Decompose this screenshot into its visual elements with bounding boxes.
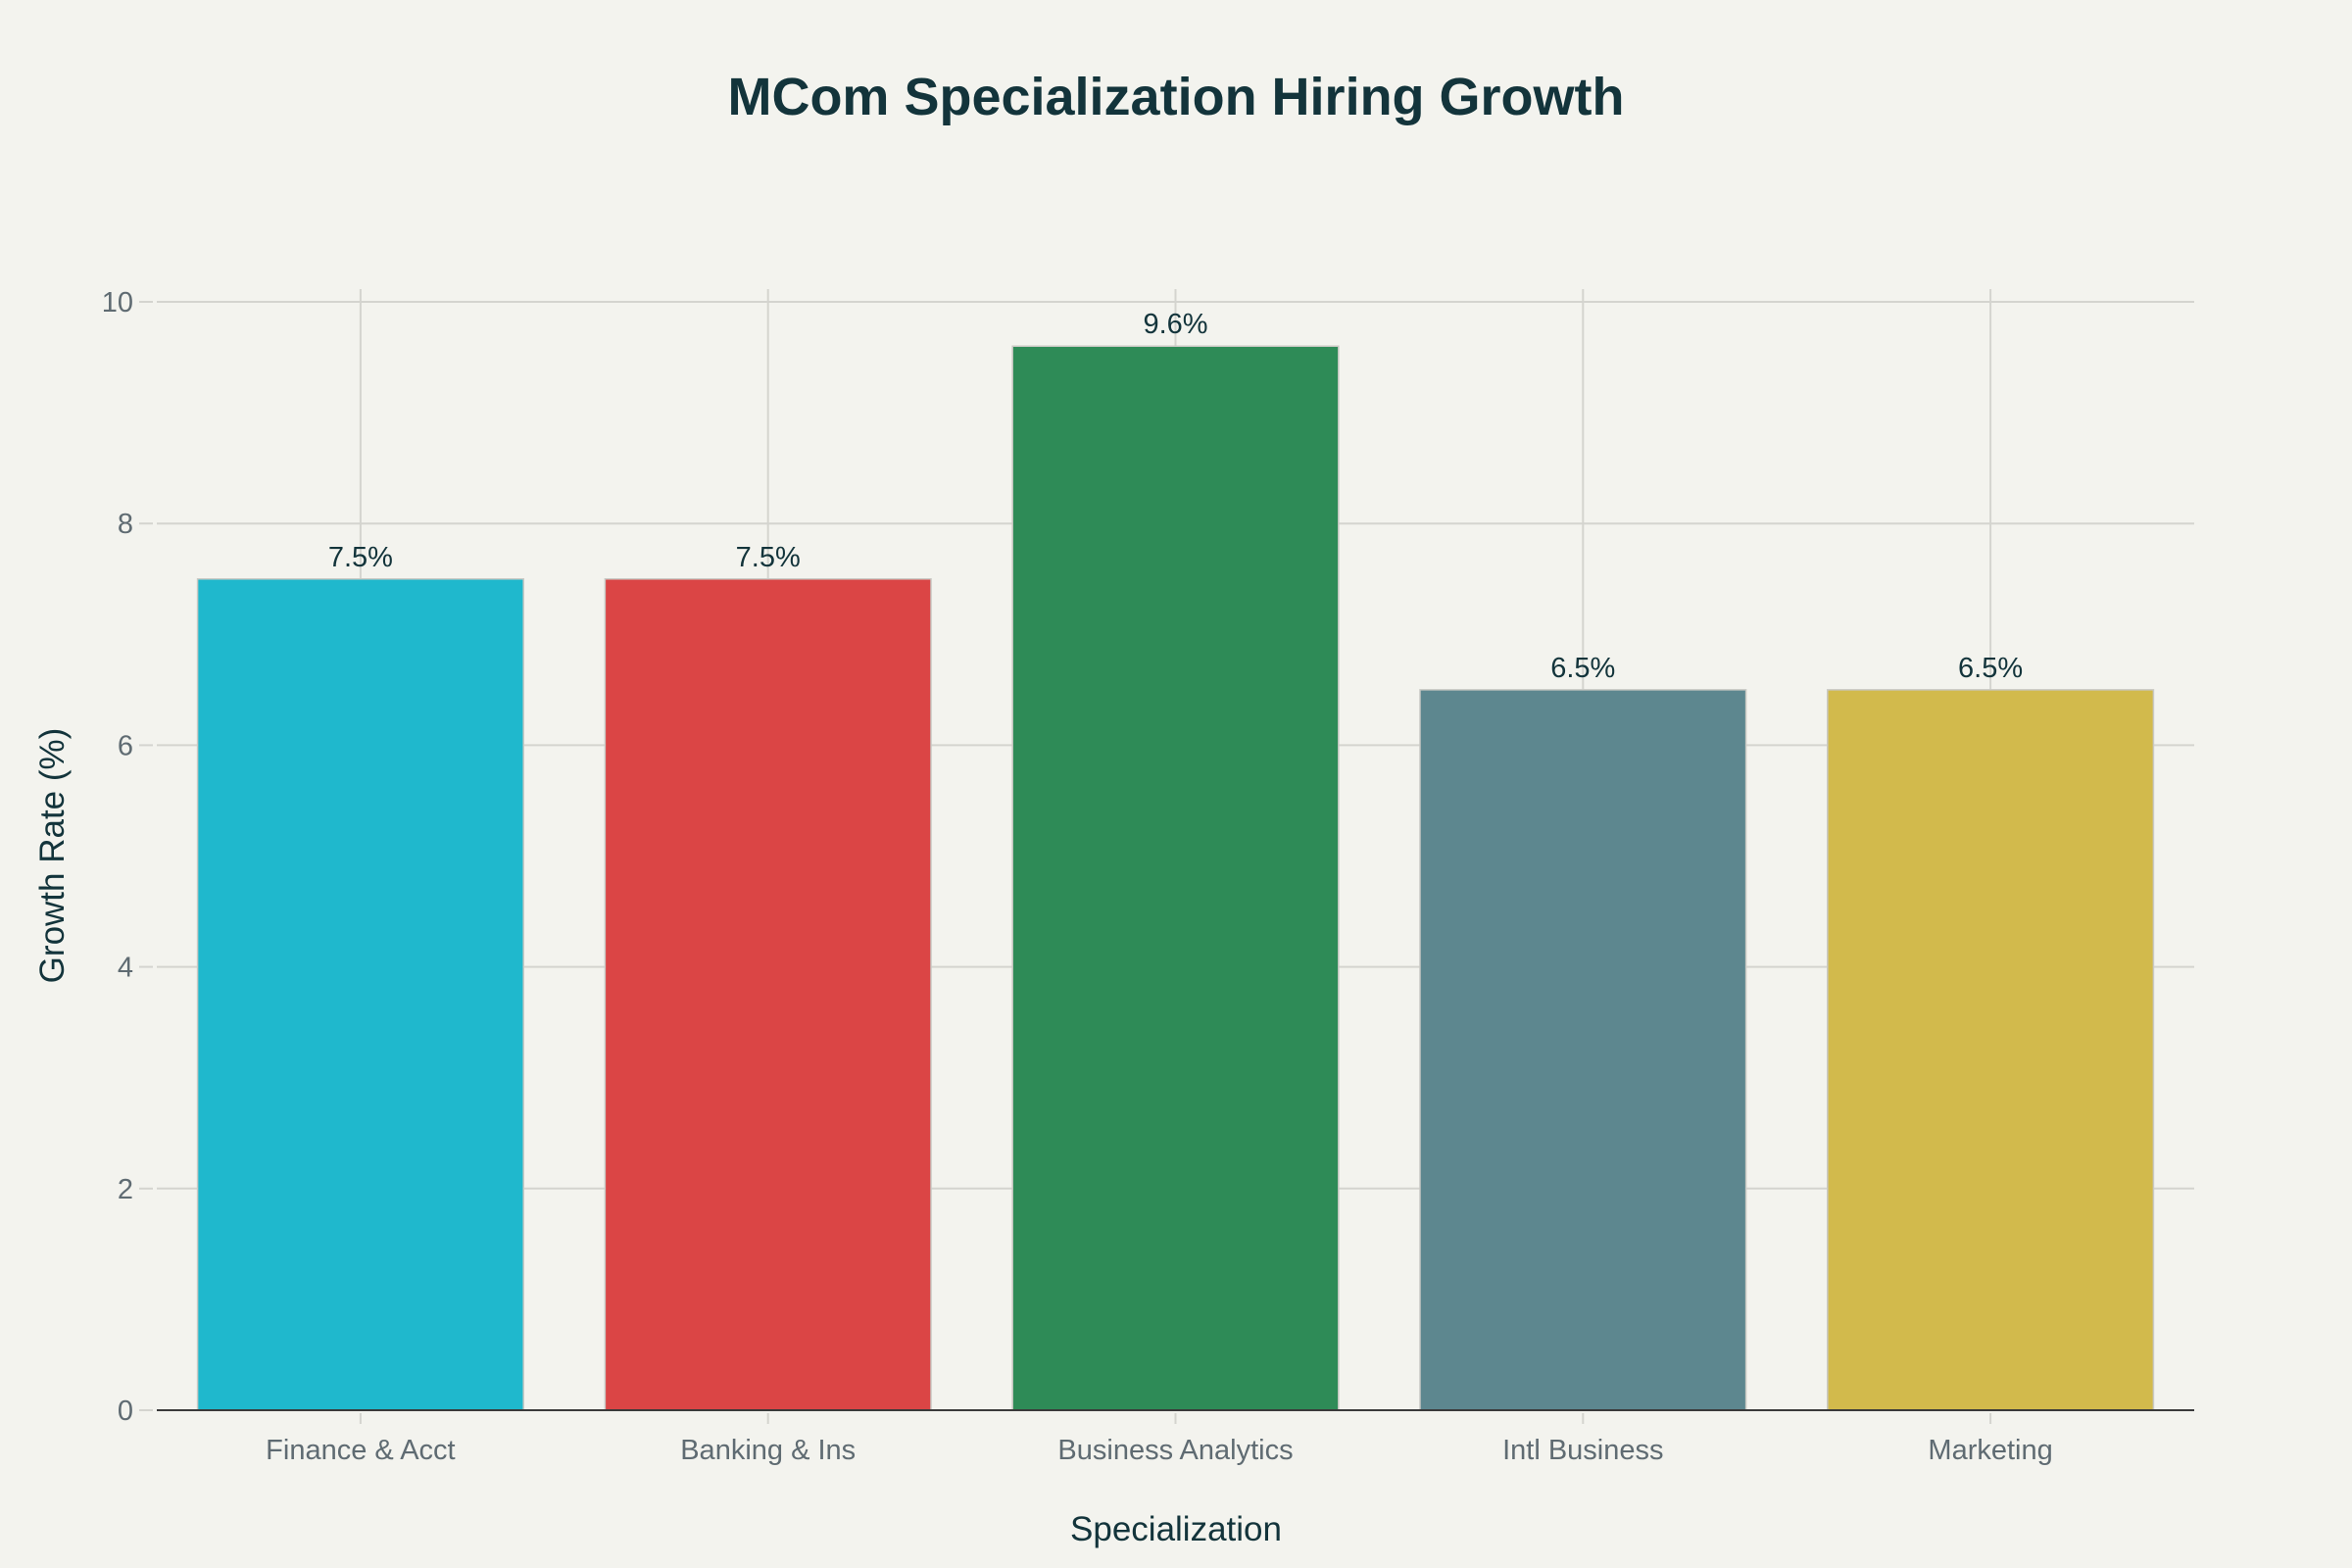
y-axis-title: Growth Rate (%) [33, 728, 72, 984]
x-axis-title: Specialization [1070, 1510, 1282, 1548]
x-tick-label: Finance & Acct [266, 1435, 455, 1466]
y-tick-label: 4 [118, 953, 133, 984]
x-tick-label: Business Analytics [1057, 1435, 1293, 1466]
x-tick-labels: Finance & Acct Banking & Ins Business Anal… [266, 1435, 2053, 1466]
bars [196, 345, 2155, 1411]
bar-marketing[interactable] [1827, 689, 2155, 1411]
data-label: 6.5% [1550, 653, 1615, 684]
y-tick-label: 2 [118, 1174, 133, 1205]
data-label: 7.5% [736, 542, 801, 573]
chart-title: MCom Specialization Hiring Growth [727, 68, 1624, 126]
y-tick-label: 0 [118, 1396, 133, 1427]
x-tick-label: Intl Business [1502, 1435, 1663, 1466]
y-tick-label: 8 [118, 509, 133, 540]
y-tick-label: 6 [118, 730, 133, 761]
bar-business-analytics[interactable] [1011, 345, 1340, 1411]
y-tick-labels: 0 2 4 6 8 10 [102, 287, 133, 1427]
data-label: 7.5% [328, 542, 393, 573]
x-tick-label: Banking & Ins [680, 1435, 856, 1466]
bar-banking-ins[interactable] [604, 578, 932, 1411]
data-labels: 7.5% 7.5% 9.6% 6.5% 6.5% [328, 309, 2023, 684]
x-tick-label: Marketing [1928, 1435, 2052, 1466]
data-label: 6.5% [1958, 653, 2023, 684]
bar-intl-business[interactable] [1419, 689, 1747, 1411]
y-tick-label: 10 [102, 287, 133, 318]
bar-finance-acct[interactable] [196, 578, 524, 1411]
data-label: 9.6% [1143, 309, 1207, 340]
